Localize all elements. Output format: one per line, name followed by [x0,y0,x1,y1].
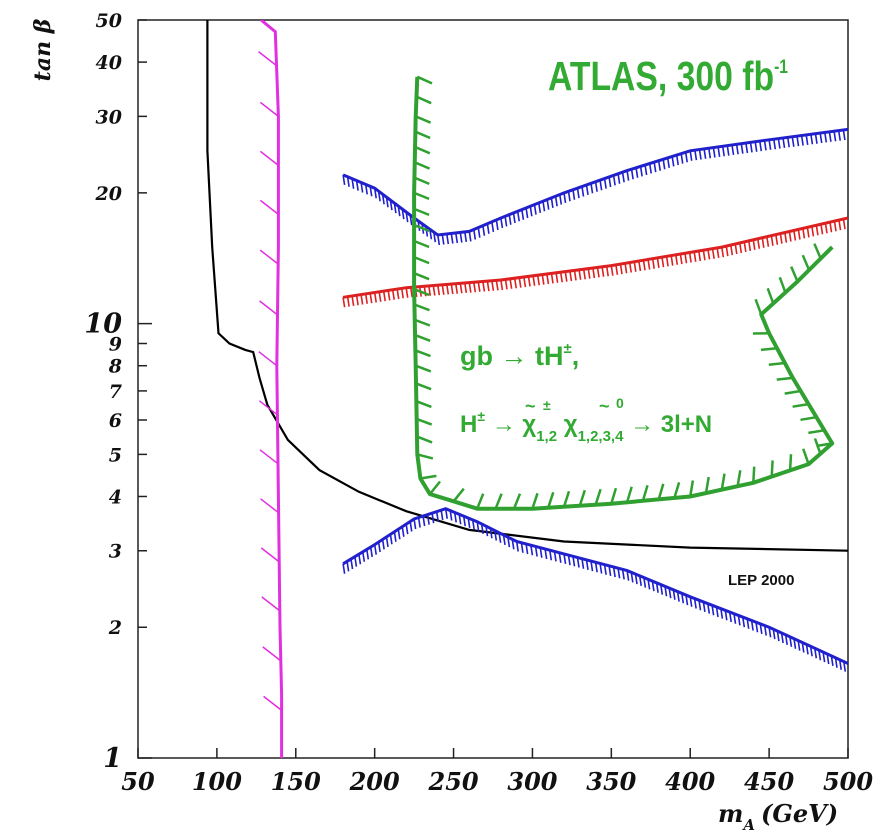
x-axis-title-unit: (GeV) [761,799,838,828]
y-tick-label: 7 [109,381,122,403]
series-blue-lower [342,507,848,672]
x-axis-title-m: m [718,799,743,828]
chi2-tilde: ~ [525,396,536,416]
plot-frame [137,19,849,759]
series-hatch [342,508,847,672]
series-lep2000 [206,20,848,552]
x-tick-label: 100 [192,767,242,796]
axis-ticks: 50 100 150 200 250 300 350 400 450 50012345678910… [84,10,873,796]
process-line2: H± → χ1,2 χ1,2,3,4 → 3l+N [460,408,712,445]
y-tick-label: 8 [108,356,122,378]
y-tick-label: 50 [96,10,122,32]
x-axis-title: mA (GeV) [718,799,838,834]
x-tick-label: 350 [586,767,636,796]
series-magenta-limit [258,20,284,758]
process-line2-h: H [460,411,477,438]
chi2-spacer [557,411,564,438]
series-red-band [342,216,848,308]
chi2-sub: 1,2,3,4 [578,428,625,445]
chi1-sup: ± [543,397,551,413]
y-tick-label: 6 [109,410,122,432]
y-tick-label: 9 [109,333,122,355]
x-tick-label: 50 [121,767,155,796]
series-blue-upper [342,127,848,246]
x-tick-label: 250 [428,767,479,796]
y-tick-label: 3 [109,541,122,563]
series-hatch [342,129,846,246]
x-axis-title-sub: A [741,816,755,834]
y-tick-label: 30 [96,106,122,128]
series-hatch [413,75,833,510]
x-tick-label: 400 [665,767,715,796]
x-tick-label: 150 [271,767,321,796]
chi1: χ [522,411,536,438]
x-tick-label: 500 [823,767,873,796]
process-line1-end: , [572,341,580,371]
chart-title-sup: -1 [774,57,788,78]
x-tick-label: 200 [349,767,400,796]
lep-2000-label: LEP 2000 [728,572,794,589]
y-tick-label: 5 [109,444,122,466]
chi2-sup: 0 [616,395,624,411]
y-tick-label: 40 [96,52,122,74]
process-line2-h-sup: ± [477,408,485,424]
chart-title-text: ATLAS, 300 fb [548,53,774,99]
y-axis-title: tan β [30,18,56,81]
process-line1-text: gb → tH [460,341,563,371]
process-line1-sup: ± [563,340,571,357]
y-tick-label: 1 [103,743,122,774]
x-tick-label: 450 [744,767,794,796]
series-hatch [258,20,283,711]
y-tick-label: 10 [84,309,122,340]
y-tick-label: 2 [108,617,122,639]
process-line1: gb → tH±, [460,340,579,371]
chart-title: ATLAS, 300 fb-1 [548,53,788,99]
series-green-contour [412,75,835,511]
chi1-sub: 1,2 [536,428,557,445]
y-tick-label: 4 [109,486,122,508]
y-tick-label: 20 [95,183,122,205]
x-tick-label: 300 [507,767,557,796]
series-layer [206,20,848,758]
series-line [206,20,848,552]
chi2: χ [564,411,578,438]
series-hatch [342,218,846,308]
chi2-tilde-b: ~ [599,396,610,416]
process-line2-arrow: → [485,411,522,438]
process-line2-end: → 3l+N [623,411,712,438]
